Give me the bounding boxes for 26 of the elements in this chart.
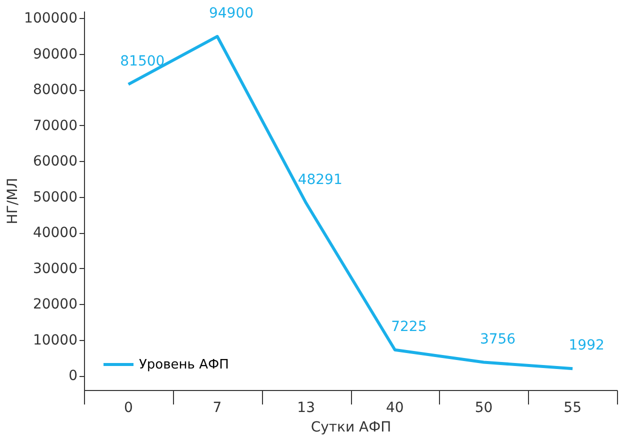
y-tick-label: 0	[68, 368, 78, 384]
y-tick-label: 10000	[32, 332, 78, 348]
x-tick-label: 55	[564, 400, 582, 416]
data-label: 7225	[391, 318, 427, 335]
y-tick-label: 70000	[32, 118, 78, 134]
y-axis-title: НГ/МЛ	[5, 178, 22, 224]
x-axis-title: Сутки АФП	[310, 420, 392, 436]
x-tick-label: 7	[212, 400, 222, 416]
x-tick-label: 0	[124, 400, 133, 416]
y-tick-label: 90000	[32, 46, 78, 62]
y-tick-label: 50000	[32, 189, 78, 206]
data-label: 48291	[298, 172, 342, 188]
legend-label: Уровень АФП	[139, 358, 229, 372]
x-tick-label: 40	[386, 400, 404, 416]
y-tick-label: 20000	[32, 296, 78, 313]
data-label: 94900	[208, 5, 254, 22]
data-label: 3756	[480, 331, 516, 348]
y-tick-label: 30000	[32, 260, 78, 277]
y-tick-label: 40000	[32, 225, 78, 242]
data-label: 81500	[120, 53, 165, 70]
y-tick-label: 60000	[32, 154, 78, 170]
y-tick-label: 80000	[32, 82, 78, 98]
y-tick-label: 100000	[24, 10, 78, 27]
x-tick-label: 50	[474, 400, 493, 416]
x-tick-label: 13	[297, 400, 315, 416]
data-label: 1992	[568, 338, 604, 354]
